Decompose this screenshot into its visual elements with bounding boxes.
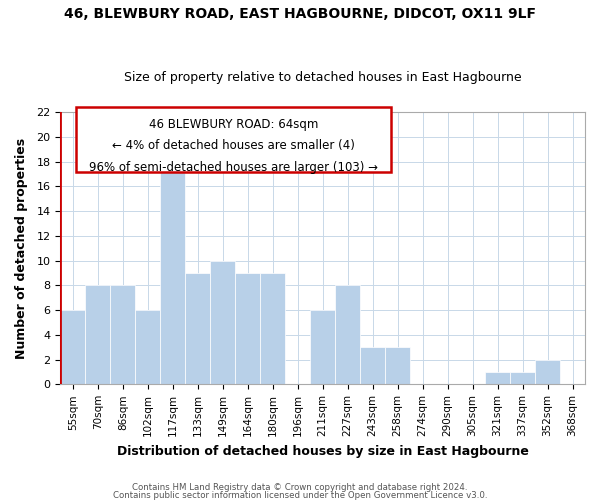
Bar bbox=[385, 347, 410, 385]
Bar bbox=[85, 286, 110, 384]
Bar bbox=[135, 310, 160, 384]
Bar bbox=[535, 360, 560, 384]
FancyBboxPatch shape bbox=[76, 106, 391, 172]
Bar bbox=[260, 273, 285, 384]
Text: ← 4% of detached houses are smaller (4): ← 4% of detached houses are smaller (4) bbox=[112, 140, 355, 152]
Bar bbox=[510, 372, 535, 384]
Bar bbox=[185, 273, 210, 384]
Text: 46 BLEWBURY ROAD: 64sqm: 46 BLEWBURY ROAD: 64sqm bbox=[149, 118, 318, 130]
Text: Contains HM Land Registry data © Crown copyright and database right 2024.: Contains HM Land Registry data © Crown c… bbox=[132, 484, 468, 492]
Y-axis label: Number of detached properties: Number of detached properties bbox=[15, 138, 28, 358]
Bar bbox=[335, 286, 360, 384]
Bar bbox=[160, 162, 185, 384]
Text: 96% of semi-detached houses are larger (103) →: 96% of semi-detached houses are larger (… bbox=[89, 161, 378, 174]
Bar bbox=[360, 347, 385, 385]
Bar bbox=[310, 310, 335, 384]
Text: Contains public sector information licensed under the Open Government Licence v3: Contains public sector information licen… bbox=[113, 490, 487, 500]
Bar bbox=[110, 286, 135, 384]
Bar bbox=[485, 372, 510, 384]
Title: Size of property relative to detached houses in East Hagbourne: Size of property relative to detached ho… bbox=[124, 72, 521, 85]
Bar bbox=[210, 260, 235, 384]
Bar bbox=[61, 310, 85, 384]
X-axis label: Distribution of detached houses by size in East Hagbourne: Distribution of detached houses by size … bbox=[117, 444, 529, 458]
Text: 46, BLEWBURY ROAD, EAST HAGBOURNE, DIDCOT, OX11 9LF: 46, BLEWBURY ROAD, EAST HAGBOURNE, DIDCO… bbox=[64, 8, 536, 22]
Bar bbox=[235, 273, 260, 384]
